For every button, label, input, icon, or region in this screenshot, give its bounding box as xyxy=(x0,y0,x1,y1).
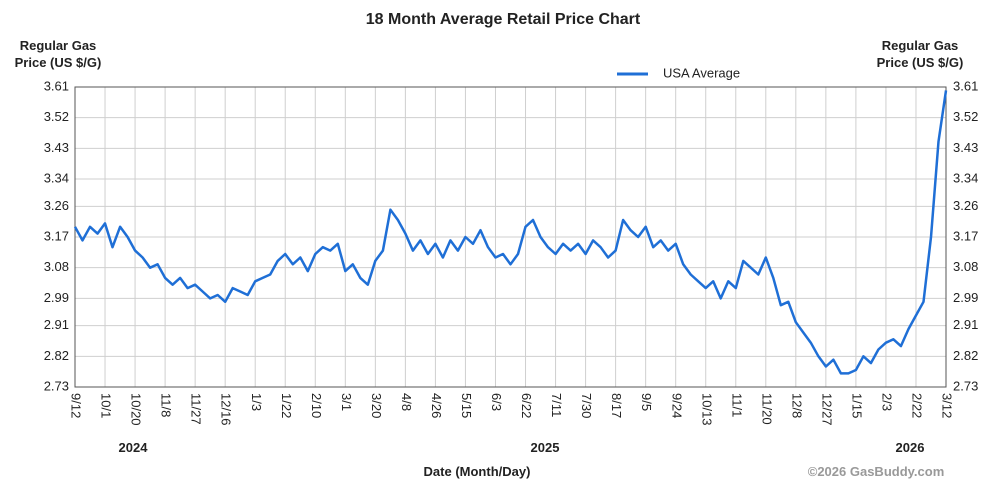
chart-title: 18 Month Average Retail Price Chart xyxy=(366,11,641,28)
y-tick-label: 2.91 xyxy=(44,317,69,332)
y-tick-label: 2.99 xyxy=(44,290,69,305)
y-tick-label: 3.34 xyxy=(44,170,69,185)
x-tick-label: 6/3 xyxy=(489,393,504,411)
year-label: 2026 xyxy=(896,440,925,455)
year-label: 2024 xyxy=(119,440,149,455)
x-tick-label: 11/27 xyxy=(189,393,204,425)
credit: ©2026 GasBuddy.com xyxy=(808,464,945,479)
x-tick-label: 10/1 xyxy=(99,393,114,418)
y-axis-label: Regular Gas xyxy=(20,38,97,53)
x-tick-label: 8/17 xyxy=(609,393,624,418)
series-line xyxy=(73,90,948,375)
x-tick-label: 3/20 xyxy=(369,393,384,418)
x-tick-label: 1/15 xyxy=(849,393,864,418)
y-tick-label: 2.82 xyxy=(44,348,69,363)
y2-tick-label: 2.82 xyxy=(953,348,978,363)
y2-axis-label: Price (US $/G) xyxy=(877,55,964,70)
y-tick-label: 3.43 xyxy=(44,140,69,155)
y-tick-label: 3.17 xyxy=(44,228,69,243)
year-label: 2025 xyxy=(531,440,560,455)
y-tick-label: 3.08 xyxy=(44,259,69,274)
x-tick-label: 7/11 xyxy=(549,393,564,417)
x-tick-label: 3/12 xyxy=(940,393,955,418)
x-tick-label: 9/12 xyxy=(69,393,84,418)
x-tick-label: 10/20 xyxy=(129,393,144,426)
y-axis-label: Price (US $/G) xyxy=(15,55,102,70)
x-tick-label: 10/13 xyxy=(699,393,714,426)
x-tick-label: 2/10 xyxy=(309,393,324,418)
y-tick-label: 3.61 xyxy=(44,78,69,93)
y2-tick-label: 3.17 xyxy=(953,228,978,243)
x-tick-label: 12/27 xyxy=(819,393,834,426)
x-tick-label: 4/8 xyxy=(399,393,414,411)
x-tick-label: 11/8 xyxy=(159,393,174,417)
x-tick-label: 11/1 xyxy=(729,393,744,417)
x-tick-label: 1/22 xyxy=(279,393,294,418)
x-tick-label: 5/15 xyxy=(459,393,474,418)
x-tick-label: 7/30 xyxy=(579,393,594,418)
y-tick-label: 3.26 xyxy=(44,198,69,213)
y-tick-label: 2.73 xyxy=(44,378,69,393)
x-axis-label: Date (Month/Day) xyxy=(424,464,531,479)
x-tick-label: 6/22 xyxy=(519,393,534,418)
y2-axis-label: Regular Gas xyxy=(882,38,959,53)
legend-label: USA Average xyxy=(663,65,740,80)
x-tick-label: 2/22 xyxy=(910,393,925,418)
y2-tick-label: 3.52 xyxy=(953,109,978,124)
plot-frame xyxy=(74,86,947,388)
x-tick-label: 9/5 xyxy=(639,393,654,411)
y-tick-label: 3.52 xyxy=(44,109,69,124)
x-tick-label: 4/26 xyxy=(429,393,444,418)
x-tick-label: 12/16 xyxy=(219,393,234,426)
x-tick-label: 9/24 xyxy=(669,393,684,418)
y2-tick-label: 2.91 xyxy=(953,317,978,332)
x-tick-label: 1/3 xyxy=(249,393,264,411)
y2-tick-label: 3.34 xyxy=(953,170,978,185)
y2-tick-label: 3.61 xyxy=(953,78,978,93)
y2-tick-label: 3.08 xyxy=(953,259,978,274)
y2-tick-label: 3.43 xyxy=(953,140,978,155)
x-tick-label: 2/3 xyxy=(879,393,894,411)
x-tick-label: 3/1 xyxy=(339,393,354,411)
y2-tick-label: 3.26 xyxy=(953,198,978,213)
y2-tick-label: 2.73 xyxy=(953,378,978,393)
x-tick-label: 11/20 xyxy=(759,393,774,425)
y2-tick-label: 2.99 xyxy=(953,290,978,305)
x-tick-label: 12/8 xyxy=(789,393,804,418)
